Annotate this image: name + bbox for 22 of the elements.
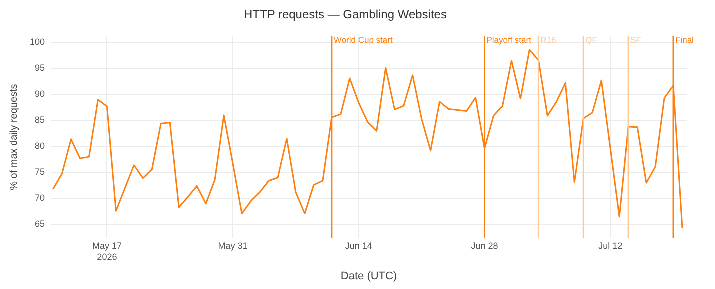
y-tick-label: 95 — [35, 63, 46, 74]
y-tick-label: 90 — [35, 89, 46, 100]
x-tick-label: May 17 2026 — [92, 241, 122, 262]
x-tick-label: Jun 14 — [345, 241, 372, 252]
ref-line-label: World Cup start — [334, 34, 394, 45]
ref-line-label: Playoff start — [486, 34, 532, 45]
y-tick-label: 75 — [35, 167, 46, 178]
y-tick-label: 100 — [30, 37, 46, 48]
ref-line-label: QF — [586, 34, 598, 45]
x-tick-label: May 31 — [218, 241, 248, 252]
y-axis-title: % of max daily requests — [8, 84, 20, 190]
x-tick-label: Jun 28 — [471, 241, 498, 252]
x-axis-title: Date (UTC) — [340, 270, 398, 282]
y-tick-label: 70 — [35, 193, 46, 204]
chart-title: HTTP requests — Gambling Websites — [244, 8, 447, 22]
ref-line-label: R16 — [540, 34, 557, 45]
y-tick-label: 85 — [35, 115, 46, 126]
y-tick-label: 80 — [35, 141, 46, 152]
y-tick-label: 65 — [35, 219, 46, 230]
ref-line-label: SF — [630, 34, 642, 45]
x-tick-label: Jul 12 — [598, 241, 623, 252]
ref-line-label: Final — [676, 34, 694, 45]
